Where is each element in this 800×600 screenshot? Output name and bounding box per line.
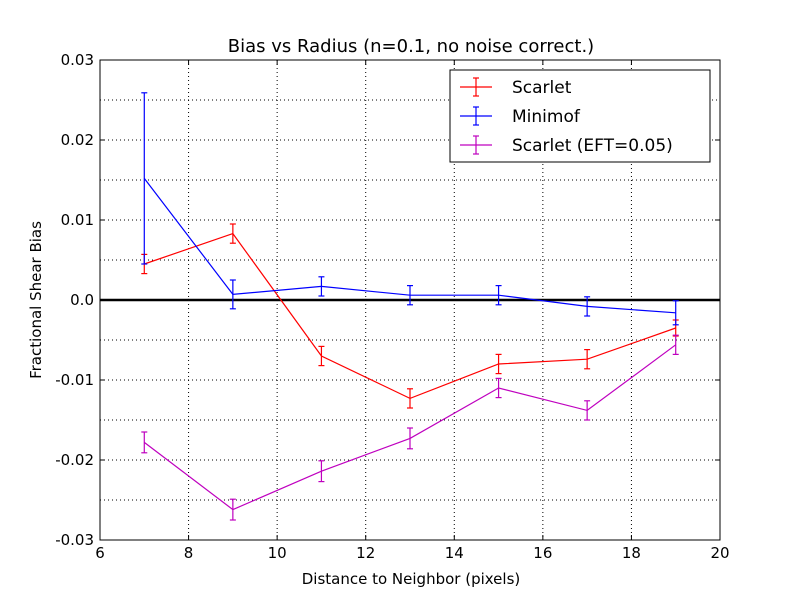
legend: Scarlet Minimof Scarlet (EFT=0.05): [449, 69, 711, 163]
x-tick-label: 14: [445, 544, 464, 562]
series-2: [141, 92, 679, 326]
legend-item: Scarlet: [460, 77, 572, 98]
x-tick-label: 8: [184, 544, 194, 562]
series-group: [141, 92, 679, 521]
y-tick-label: -0.01: [55, 371, 94, 389]
axis-ticks: 6 8 10 12 14 16 18 20 -0.03 -0.02 -0.01 0.0 0.01 0.02…: [55, 51, 729, 562]
y-tick-label: -0.03: [55, 531, 94, 549]
x-tick-label: 16: [533, 544, 552, 562]
legend-label: Scarlet (EFT=0.05): [512, 136, 673, 156]
y-tick-label: 0.03: [61, 51, 94, 69]
x-tick-label: 18: [622, 544, 641, 562]
y-tick-label: 0.0: [70, 291, 94, 309]
y-tick-label: -0.02: [55, 451, 94, 469]
legend-label: Minimof: [512, 107, 581, 127]
x-axis-label: Distance to Neighbor (pixels): [302, 570, 520, 588]
x-tick-label: 12: [356, 544, 375, 562]
legend-item: Minimof: [460, 106, 581, 127]
legend-item: Scarlet (EFT=0.05): [460, 135, 673, 156]
y-axis-label: Fractional Shear Bias: [27, 221, 45, 379]
y-tick-label: 0.01: [61, 211, 94, 229]
series-line: [144, 232, 676, 400]
x-tick-label: 6: [95, 544, 105, 562]
series-3: [141, 334, 679, 521]
legend-label: Scarlet: [512, 78, 572, 98]
y-tick-label: 0.02: [61, 131, 94, 149]
x-tick-label: 10: [268, 544, 287, 562]
series-1: [141, 223, 679, 409]
series-line: [143, 344, 677, 511]
x-tick-label: 20: [710, 544, 729, 562]
legend-box: [449, 69, 711, 163]
chart-title: Bias vs Radius (n=0.1, no noise correct.…: [228, 36, 594, 57]
